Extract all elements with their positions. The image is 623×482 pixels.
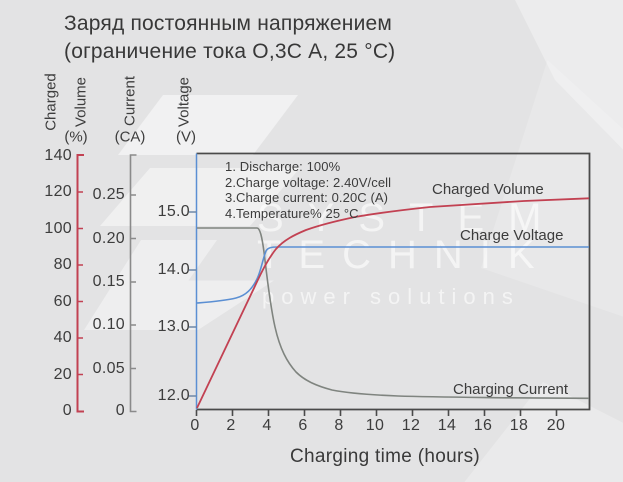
charged-volume-tick: 120 <box>44 183 72 200</box>
voltage-tick: 13.0 <box>157 318 190 335</box>
chart-title-line1: Заряд постоянным напряжением <box>64 12 393 35</box>
time-tick: 10 <box>365 417 385 434</box>
time-axis-ticks <box>195 410 558 416</box>
y-axis-unit-ca: (CA) <box>114 128 146 146</box>
voltage-axis-ticks <box>189 211 197 397</box>
plot-border <box>196 152 591 411</box>
time-tick: 12 <box>401 417 421 434</box>
charged-volume-axis-line <box>76 154 84 413</box>
annotation-line-discharge: 1. Discharge: 100% <box>225 159 341 174</box>
annotation-line-charge-voltage: 2.Charge voltage: 2.40V/cell <box>225 174 392 190</box>
time-tick: 0 <box>190 417 200 434</box>
charged-volume-tick: 100 <box>44 220 72 237</box>
time-tick: 18 <box>509 417 529 434</box>
charged-volume-curve <box>196 197 590 409</box>
chart-title-line2: (ограничение тока О,3С А, 25 °C) <box>64 40 396 63</box>
charged-volume-tick: 0 <box>62 402 72 419</box>
time-tick: 6 <box>298 417 308 434</box>
time-tick: 2 <box>226 417 236 434</box>
y-axis-unit-v: (V) <box>176 128 196 146</box>
current-tick: 0 <box>115 402 125 419</box>
current-tick: 0.20 <box>92 230 125 247</box>
curve-label-charge-voltage: Charge Voltage <box>460 227 564 244</box>
time-tick: 20 <box>546 417 566 434</box>
current-tick: 0.05 <box>92 360 125 377</box>
charged-volume-tick: 60 <box>53 293 72 310</box>
current-axis-line <box>129 154 137 413</box>
charged-volume-axis-ticks <box>77 191 83 376</box>
time-tick: 8 <box>334 417 344 434</box>
current-axis-ticks <box>130 194 136 370</box>
chart-title: Заряд постоянным напряжением (ограничени… <box>64 10 395 66</box>
annotation-line-charge-current: 3.Charge current: 0.20C (A) <box>225 190 389 205</box>
current-tick: 0.25 <box>92 186 125 203</box>
x-axis-title: Charging time (hours) <box>289 446 481 467</box>
voltage-tick: 14.0 <box>157 261 190 278</box>
voltage-tick: 15.0 <box>157 203 190 220</box>
curve-label-charged-volume: Charged Volume <box>432 181 544 198</box>
current-tick: 0.10 <box>92 316 125 333</box>
charge-voltage-curve <box>196 246 589 304</box>
voltage-tick: 12.0 <box>157 387 190 404</box>
charged-volume-tick: 20 <box>53 366 72 383</box>
annotation-line-temperature: 4.Temperature% 25 °C <box>225 205 359 221</box>
charged-volume-tick: 140 <box>44 147 72 164</box>
charged-volume-tick: 80 <box>53 256 72 273</box>
charging-current-curve <box>197 227 590 400</box>
time-tick: 16 <box>473 417 493 434</box>
charged-volume-tick: 40 <box>53 329 72 346</box>
y-axis-unit-percent: (%) <box>64 128 88 146</box>
chart-annotation: 1. Discharge: 100% 2.Charge voltage: 2.4… <box>225 159 391 221</box>
time-tick: 4 <box>262 417 272 434</box>
curve-label-charging-current: Charging Current <box>453 381 569 398</box>
current-tick: 0.15 <box>92 273 125 290</box>
time-tick: 14 <box>437 417 457 434</box>
